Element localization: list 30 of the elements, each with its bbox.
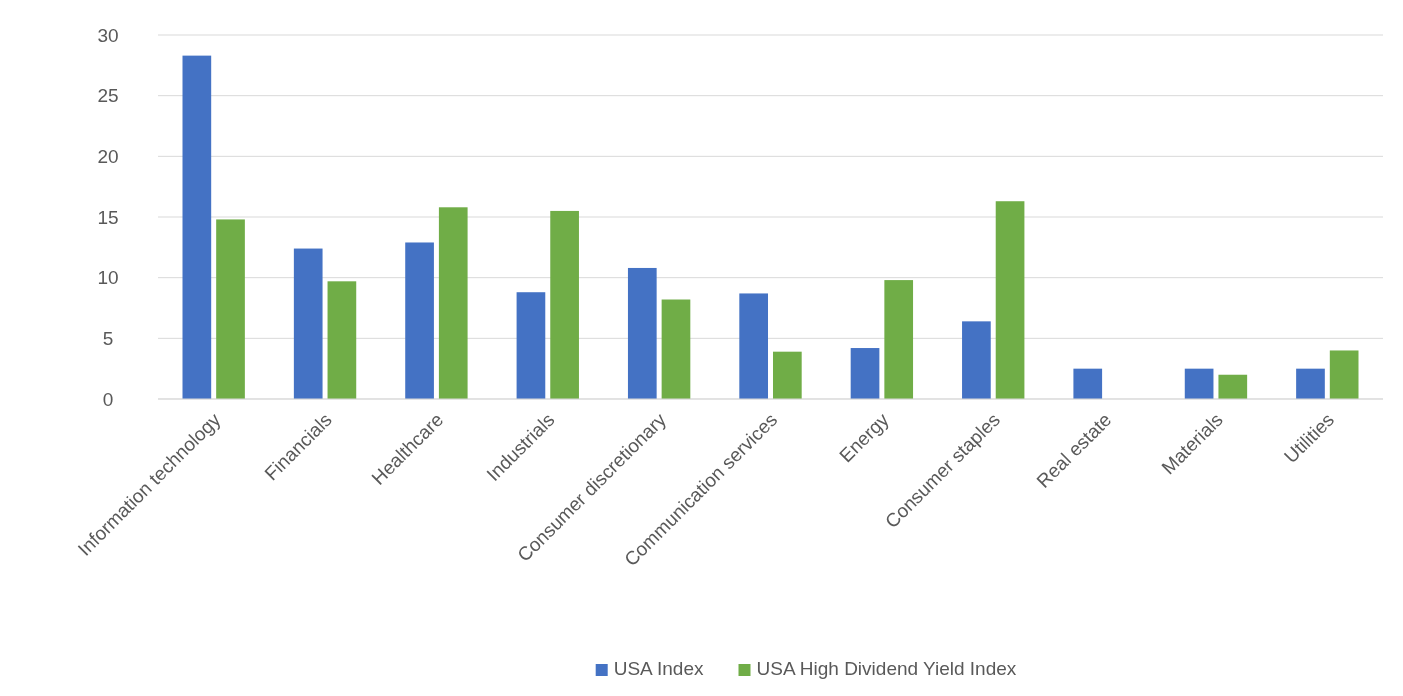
bar <box>1073 368 1103 399</box>
bar <box>216 219 245 399</box>
bar <box>627 267 657 399</box>
y-tick-label: 25 <box>97 85 119 107</box>
bar <box>995 201 1025 399</box>
bar <box>739 293 769 399</box>
bar <box>550 210 579 399</box>
bar <box>884 280 914 399</box>
bar <box>1218 374 1248 399</box>
y-tick-label: 5 <box>102 327 114 349</box>
y-tick-label: 0 <box>102 388 114 410</box>
bar <box>1329 350 1359 399</box>
y-tick-label: 20 <box>97 145 119 167</box>
bar <box>293 248 323 399</box>
legend-label: USA High Dividend Yield Index <box>756 658 1017 679</box>
bar <box>1296 368 1325 399</box>
y-tick-label: 30 <box>97 24 119 46</box>
bar <box>962 321 991 399</box>
bar <box>1184 368 1214 399</box>
bar <box>182 55 212 399</box>
bar <box>661 299 691 399</box>
y-tick-label: 15 <box>97 206 119 228</box>
bar <box>327 281 357 399</box>
legend-label: USA Index <box>613 658 704 679</box>
bar <box>405 242 434 399</box>
bar <box>850 348 880 399</box>
y-tick-label: 10 <box>97 267 119 289</box>
bar <box>516 292 546 399</box>
bar <box>773 351 802 399</box>
bar <box>438 207 468 399</box>
